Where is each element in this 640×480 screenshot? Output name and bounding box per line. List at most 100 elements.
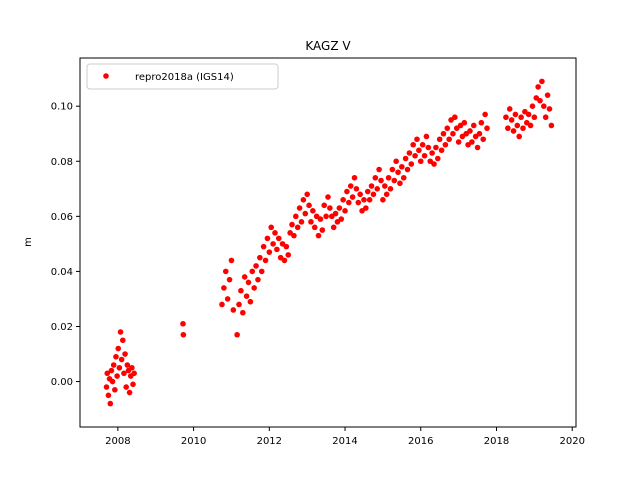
data-point (455, 139, 462, 145)
data-point (381, 183, 388, 189)
data-point (482, 111, 488, 118)
data-point (221, 285, 227, 291)
data-point (368, 183, 375, 189)
data-point (435, 155, 441, 162)
data-point (119, 337, 126, 344)
data-point (344, 188, 350, 195)
data-point (330, 224, 337, 231)
data-point (110, 362, 117, 368)
data-point (130, 381, 136, 388)
data-point (438, 147, 445, 154)
data-point (484, 125, 490, 132)
data-point (122, 351, 128, 357)
data-point (383, 191, 390, 198)
data-point (124, 362, 131, 368)
data-point (105, 392, 112, 399)
data-point (400, 174, 407, 181)
legend-marker (103, 73, 109, 79)
data-point (355, 199, 362, 206)
data-point (397, 180, 403, 187)
data-point (412, 152, 418, 159)
data-point (364, 188, 371, 195)
data-point (289, 221, 295, 228)
legend: repro2018a (IGS14) (86, 63, 279, 90)
data-point (516, 133, 523, 140)
data-point (353, 186, 360, 192)
data-point (115, 345, 122, 352)
x-tick-label: 2020 (559, 436, 584, 447)
data-point (444, 125, 451, 132)
data-point (391, 177, 398, 184)
legend-label: repro2018a (IGS14) (135, 72, 234, 83)
data-point (476, 130, 483, 137)
data-point (527, 122, 534, 129)
data-point (450, 130, 456, 137)
data-point (325, 194, 331, 200)
data-point (310, 208, 316, 214)
data-point (349, 194, 356, 200)
y-tick-label: 0.06 (51, 212, 73, 223)
data-point (378, 177, 384, 184)
data-point (285, 252, 292, 258)
data-point (503, 114, 509, 121)
data-point (417, 158, 424, 165)
data-point (253, 263, 259, 269)
x-tick-label: 2014 (332, 436, 357, 447)
data-point (270, 241, 276, 247)
data-point (480, 136, 487, 143)
data-point (317, 216, 324, 222)
data-point (529, 103, 536, 109)
data-point (245, 279, 252, 286)
x-axis-ticks: 2008 2010 2012 2014 2016 2018 2020 (105, 427, 585, 447)
data-point (414, 136, 420, 143)
y-tick-label: 0.04 (51, 267, 73, 278)
data-point (410, 141, 416, 148)
data-point (423, 133, 430, 140)
data-point (363, 205, 369, 211)
data-point (327, 205, 333, 211)
data-point (431, 161, 437, 167)
data-point (512, 111, 519, 118)
data-point (469, 139, 475, 145)
data-point (275, 235, 282, 242)
y-axis-ticks: 0.00 0.02 0.04 0.06 0.08 0.10 (51, 102, 80, 388)
data-point (258, 268, 265, 275)
data-point (467, 128, 473, 134)
data-point (385, 174, 392, 181)
data-point (336, 205, 343, 211)
data-point (372, 174, 379, 181)
data-point (520, 125, 526, 132)
data-point (123, 384, 129, 390)
data-point (243, 293, 250, 300)
y-tick-label: 0.10 (51, 102, 73, 113)
x-tick-label: 2012 (257, 436, 282, 447)
chart-title: KAGZ V (305, 39, 351, 53)
data-point (255, 276, 261, 283)
data-point (108, 367, 115, 374)
data-point (525, 111, 532, 118)
data-point (338, 216, 345, 222)
data-point (419, 141, 426, 148)
data-point (429, 150, 435, 156)
data-point (109, 378, 116, 385)
data-point (361, 197, 367, 203)
data-point (541, 103, 547, 109)
data-point (531, 114, 538, 121)
data-point (321, 202, 328, 209)
data-point (408, 161, 415, 167)
data-point (230, 307, 237, 313)
data-point (281, 257, 288, 264)
data-point (228, 257, 235, 264)
data-point (389, 166, 396, 173)
data-point (251, 285, 257, 291)
data-point (404, 166, 411, 173)
data-point (366, 197, 373, 203)
data-point (399, 163, 405, 170)
data-point (421, 152, 428, 159)
data-point (478, 119, 485, 126)
data-point (300, 197, 307, 203)
data-point (268, 224, 275, 231)
data-point (291, 232, 297, 239)
data-point (226, 276, 233, 283)
data-point (112, 387, 118, 393)
